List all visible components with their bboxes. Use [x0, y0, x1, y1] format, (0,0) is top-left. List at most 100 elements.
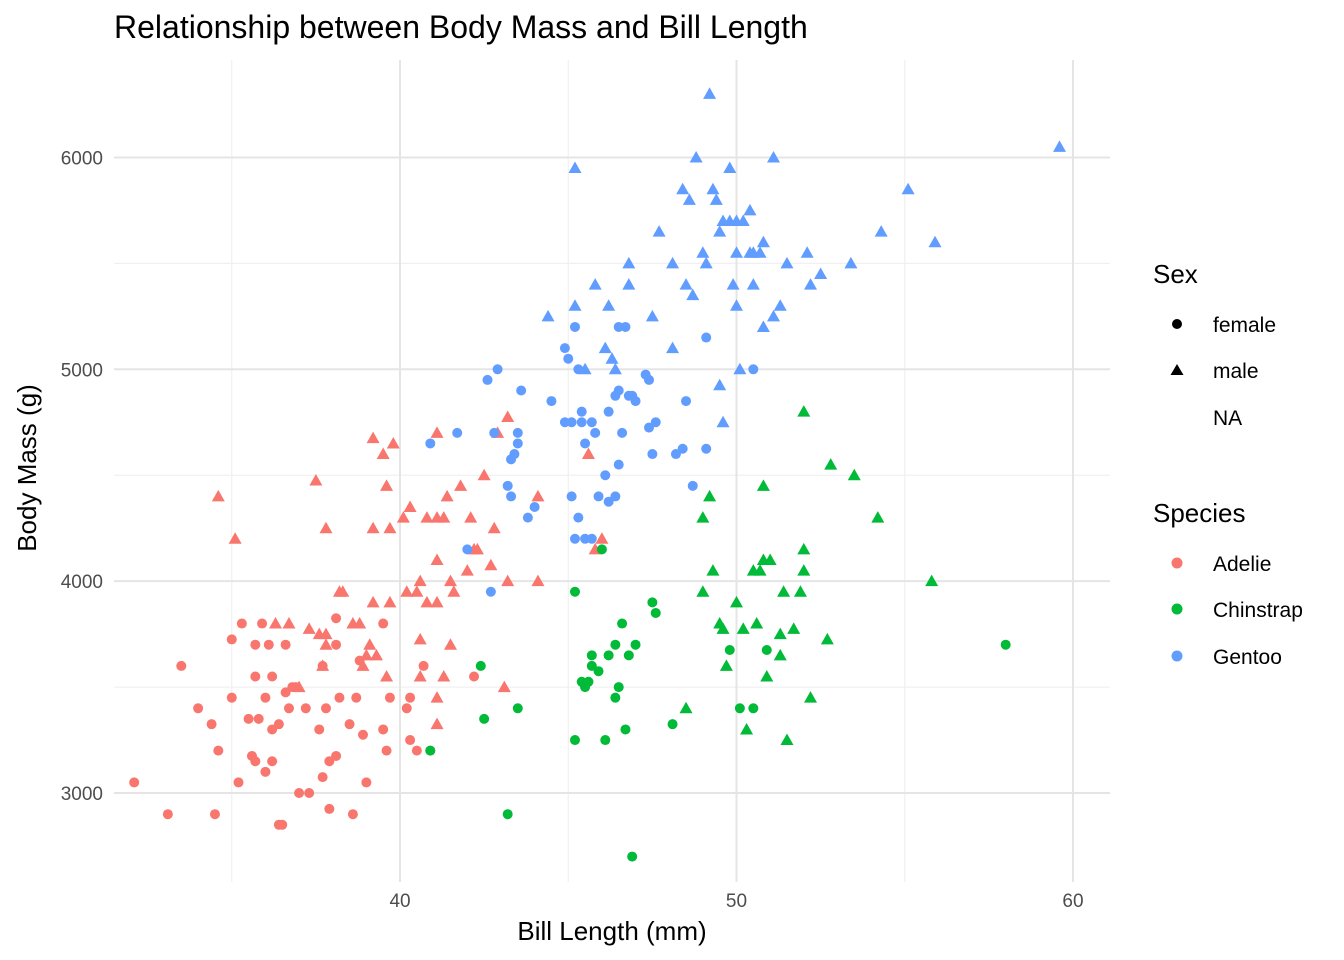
- data-point-circle: [250, 756, 261, 767]
- data-point-triangle: [309, 474, 323, 486]
- data-point-circle: [1000, 639, 1011, 650]
- data-point-triangle: [383, 521, 397, 534]
- legend-label-male: male: [1213, 360, 1259, 383]
- data-point-triangle: [430, 595, 444, 608]
- data-point-circle: [267, 724, 278, 735]
- data-point-triangle: [730, 299, 743, 311]
- data-point-triangle: [622, 278, 636, 290]
- data-point-triangle: [282, 617, 296, 629]
- data-point-circle: [522, 512, 533, 523]
- data-point-triangle: [396, 511, 410, 523]
- data-point-triangle: [336, 585, 350, 597]
- data-point-triangle: [746, 278, 760, 290]
- data-point-circle: [573, 512, 584, 523]
- data-point-circle: [650, 607, 661, 618]
- data-point-circle: [701, 332, 712, 343]
- x-tick-label: 50: [726, 891, 747, 912]
- data-point-circle: [506, 491, 517, 502]
- data-point-circle: [351, 692, 362, 703]
- data-point-triangle: [763, 553, 777, 565]
- data-point-circle: [593, 666, 604, 677]
- data-point-circle: [331, 639, 342, 650]
- data-point-triangle: [797, 542, 811, 555]
- data-point-circle: [603, 496, 614, 507]
- data-point-triangle: [598, 341, 612, 354]
- data-point-triangle: [686, 288, 700, 301]
- data-point-triangle: [676, 182, 690, 195]
- data-point-circle: [206, 719, 217, 730]
- data-point-circle: [489, 427, 500, 438]
- data-point-circle: [566, 491, 577, 502]
- data-point-circle: [324, 756, 335, 767]
- data-point-triangle: [578, 362, 592, 375]
- data-point-circle: [509, 449, 520, 460]
- data-point-triangle: [760, 670, 774, 682]
- data-point-triangle: [804, 691, 818, 703]
- data-point-circle: [610, 491, 621, 502]
- data-point-circle: [559, 343, 570, 354]
- data-point-circle: [647, 449, 658, 460]
- data-point-circle: [512, 438, 523, 449]
- data-point-circle: [748, 364, 759, 375]
- data-point-triangle: [608, 362, 622, 375]
- data-point-triangle: [773, 299, 787, 311]
- data-point-circle: [677, 443, 688, 454]
- data-point-triangle: [437, 670, 451, 682]
- y-tick-label: 6000: [61, 148, 103, 169]
- data-point-triangle: [454, 479, 468, 491]
- data-point-circle: [267, 756, 278, 767]
- data-point-circle: [620, 724, 631, 735]
- chart-title: Relationship between Body Mass and Bill …: [114, 9, 808, 45]
- data-point-triangle: [501, 410, 515, 422]
- data-point-triangle: [420, 595, 434, 608]
- data-point-circle: [701, 443, 712, 454]
- data-point-circle: [280, 687, 291, 698]
- data-point-circle: [600, 470, 611, 481]
- data-point-triangle: [420, 511, 434, 523]
- data-point-triangle: [319, 638, 333, 650]
- data-point-triangle: [622, 256, 636, 269]
- data-point-triangle: [356, 659, 370, 671]
- data-point-triangle: [228, 532, 242, 544]
- data-point-circle: [492, 364, 503, 375]
- y-tick-label: 3000: [61, 784, 103, 805]
- data-point-triangle: [666, 341, 680, 354]
- data-point-circle: [724, 645, 735, 656]
- data-point-circle: [761, 645, 772, 656]
- data-point-circle: [324, 803, 335, 814]
- data-point-triangle: [709, 193, 723, 205]
- legend-species: Species Adelie Chinstrap Gentoo: [1153, 498, 1303, 669]
- data-point-circle: [670, 449, 681, 460]
- data-point-triangle: [733, 362, 747, 375]
- data-point-triangle: [595, 532, 609, 544]
- legend-male-triangle-icon: [1170, 364, 1184, 375]
- data-point-circle: [378, 618, 389, 629]
- data-point-circle: [260, 766, 271, 777]
- data-point-circle: [213, 745, 224, 756]
- data-point-circle: [600, 735, 611, 746]
- data-point-triangle: [820, 632, 834, 645]
- data-point-circle: [331, 750, 342, 761]
- data-point-circle: [644, 422, 655, 433]
- data-point-triangle: [430, 691, 444, 703]
- data-point-triangle: [353, 617, 367, 629]
- data-point-circle: [576, 417, 587, 428]
- data-point-circle: [610, 692, 621, 703]
- data-point-circle: [250, 639, 261, 650]
- data-point-triangle: [756, 235, 770, 248]
- data-point-circle: [580, 438, 591, 449]
- data-point-circle: [344, 719, 355, 730]
- data-point-circle: [617, 618, 628, 629]
- data-point-triangle: [501, 574, 515, 587]
- legend-chinstrap-dot-icon: [1171, 603, 1183, 615]
- data-point-triangle: [767, 309, 781, 322]
- data-point-circle: [361, 777, 372, 788]
- data-point-triangle: [730, 595, 743, 608]
- data-point-triangle: [376, 447, 390, 460]
- data-point-circle: [233, 777, 244, 788]
- data-point-triangle: [413, 670, 427, 682]
- data-point-triangle: [470, 542, 484, 555]
- data-point-triangle: [568, 161, 582, 174]
- data-point-circle: [273, 719, 284, 730]
- data-point-triangle: [797, 564, 811, 576]
